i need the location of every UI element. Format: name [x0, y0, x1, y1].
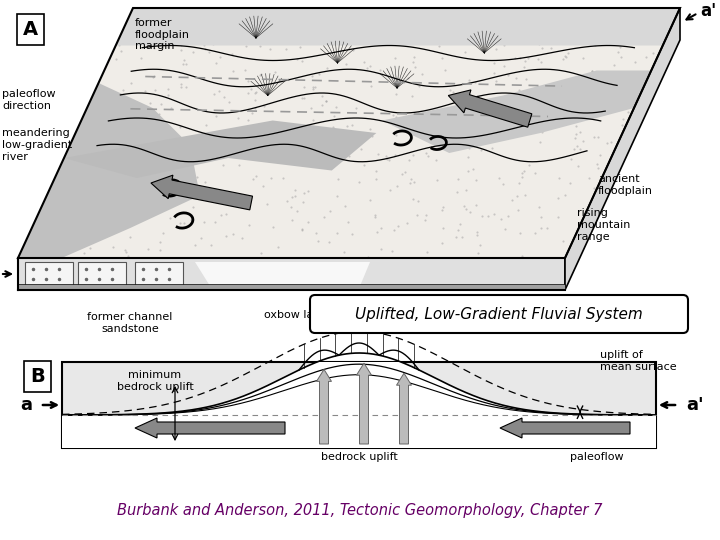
FancyArrow shape: [356, 363, 372, 444]
Text: minimum
bedrock uplift: minimum bedrock uplift: [117, 370, 194, 392]
Polygon shape: [64, 120, 377, 178]
FancyArrow shape: [500, 418, 630, 438]
Text: A: A: [23, 20, 38, 39]
FancyArrow shape: [135, 418, 285, 438]
Text: paleoflow: paleoflow: [570, 452, 624, 462]
Text: a': a': [700, 2, 716, 20]
Bar: [25, 262, 73, 286]
Text: uplift of
mean surface: uplift of mean surface: [600, 350, 677, 372]
Text: former
floodplain
margin: former floodplain margin: [135, 18, 190, 51]
Text: bedrock uplift: bedrock uplift: [320, 452, 397, 462]
FancyArrow shape: [151, 175, 253, 210]
Text: meandering
low-gradient
river: meandering low-gradient river: [2, 129, 72, 161]
Text: oxbow lake: oxbow lake: [264, 310, 326, 320]
FancyArrow shape: [397, 373, 412, 444]
Polygon shape: [18, 8, 680, 258]
Bar: [135, 262, 183, 286]
FancyArrow shape: [449, 90, 532, 127]
Text: former channel
sandstone: former channel sandstone: [87, 312, 173, 334]
Polygon shape: [565, 8, 680, 290]
Text: ancient
floodplain: ancient floodplain: [598, 174, 653, 196]
FancyBboxPatch shape: [310, 295, 688, 333]
Text: paleoflow
direction: paleoflow direction: [2, 89, 55, 111]
Bar: [18, 284, 565, 290]
Text: rising
mountain
range: rising mountain range: [577, 208, 631, 241]
Text: a: a: [20, 396, 32, 414]
Bar: [78, 262, 126, 286]
Text: Uplifted, Low-Gradient Fluvial System: Uplifted, Low-Gradient Fluvial System: [355, 307, 643, 321]
Text: B: B: [30, 367, 45, 386]
Polygon shape: [195, 262, 370, 286]
Text: Burbank and Anderson, 2011, Tectonic Geomorphology, Chapter 7: Burbank and Anderson, 2011, Tectonic Geo…: [117, 503, 603, 517]
Polygon shape: [18, 83, 200, 258]
Polygon shape: [18, 258, 565, 290]
Polygon shape: [116, 8, 680, 45]
Text: a': a': [686, 396, 703, 414]
FancyArrow shape: [317, 369, 331, 444]
Bar: [62, 362, 656, 448]
Polygon shape: [382, 71, 652, 153]
